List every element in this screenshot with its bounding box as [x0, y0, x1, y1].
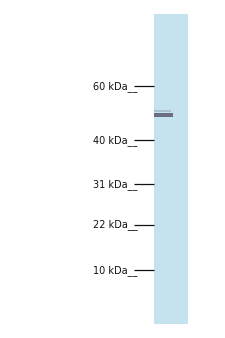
Text: 60 kDa__: 60 kDa__ — [93, 81, 137, 92]
Bar — [154, 14, 188, 324]
Text: 22 kDa__: 22 kDa__ — [93, 219, 137, 230]
Text: 31 kDa__: 31 kDa__ — [93, 179, 137, 190]
Bar — [154, 110, 171, 112]
Text: 40 kDa__: 40 kDa__ — [93, 135, 137, 146]
Bar — [154, 113, 173, 117]
Text: 10 kDa__: 10 kDa__ — [93, 265, 137, 276]
